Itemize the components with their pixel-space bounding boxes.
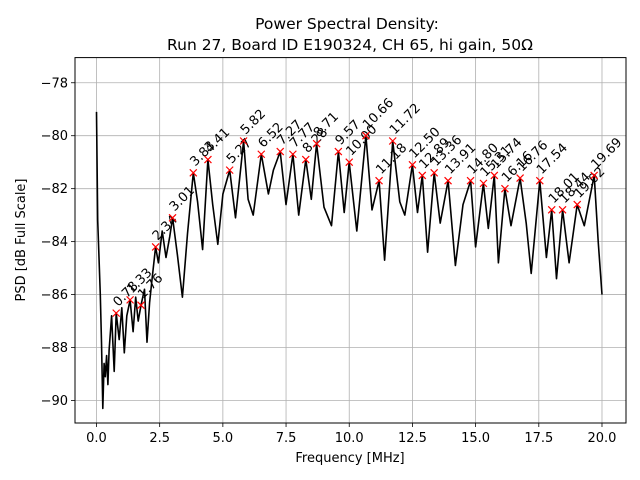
x-tick-label: 20.0 (588, 431, 617, 446)
y-tick-label: −84 (41, 235, 68, 250)
peak-marker (573, 200, 582, 209)
axis-ticks: 0.0 2.5 5.0 7.5 10.0 12.5 15.0 17.5 20.0 −90 −88 −8… (41, 76, 617, 446)
peak-marker (126, 295, 135, 304)
x-tick-label: 2.5 (149, 431, 170, 446)
x-axis-label: Frequency [MHz] (295, 451, 404, 466)
peak-marker (257, 150, 266, 159)
peak-marker (375, 176, 383, 185)
x-tick-label: 0.0 (86, 431, 107, 446)
peak-marker (189, 168, 198, 177)
peak-marker (418, 171, 427, 180)
x-tick-label: 7.5 (276, 431, 297, 446)
y-tick-label: −86 (41, 288, 68, 303)
peak-marker (444, 176, 452, 185)
peak-marker (558, 205, 567, 214)
x-tick-label: 15.0 (461, 431, 490, 446)
x-tick-label: 17.5 (524, 431, 553, 446)
peak-marker (204, 155, 212, 164)
y-tick-label: −90 (41, 394, 68, 409)
peak-marker (466, 176, 475, 185)
peak-marker (430, 168, 439, 177)
chart-subtitle: Run 27, Board ID E190324, CH 65, hi gain… (167, 36, 533, 54)
y-tick-label: −80 (41, 129, 68, 144)
x-tick-label: 12.5 (398, 431, 427, 446)
y-tick-label: −88 (41, 341, 68, 356)
chart-title: Power Spectral Density: (255, 15, 439, 33)
peak-marker (301, 155, 310, 164)
peak-marker (168, 213, 177, 222)
peak-marker (388, 137, 397, 145)
peak-marker (225, 166, 234, 175)
y-tick-label: −78 (41, 76, 68, 91)
peak-marker (361, 131, 370, 140)
peak-marker (112, 309, 121, 318)
peak-marker (239, 137, 248, 145)
peak-marker (151, 242, 160, 251)
peak-marker (479, 179, 488, 188)
axes-frame (74, 57, 627, 424)
psd-series-line (95, 111, 603, 410)
y-axis-label: PSD [dB Full Scale] (14, 178, 29, 301)
peak-marker (334, 147, 343, 156)
peak-marker (312, 139, 321, 148)
peak-marker (590, 171, 599, 180)
peak-marker (137, 301, 145, 310)
peak-marker (408, 160, 417, 169)
peak-marker (288, 150, 297, 159)
peak-marker (490, 171, 499, 180)
y-tick-label: −82 (41, 182, 68, 197)
peak-marker (501, 184, 509, 193)
x-tick-label: 10.0 (335, 431, 364, 446)
x-tick-label: 5.0 (213, 431, 234, 446)
peak-marker (345, 158, 354, 167)
peak-marker (516, 174, 525, 183)
peak-marker (535, 176, 544, 185)
peak-marker (276, 147, 285, 156)
peak-marker (547, 205, 556, 214)
